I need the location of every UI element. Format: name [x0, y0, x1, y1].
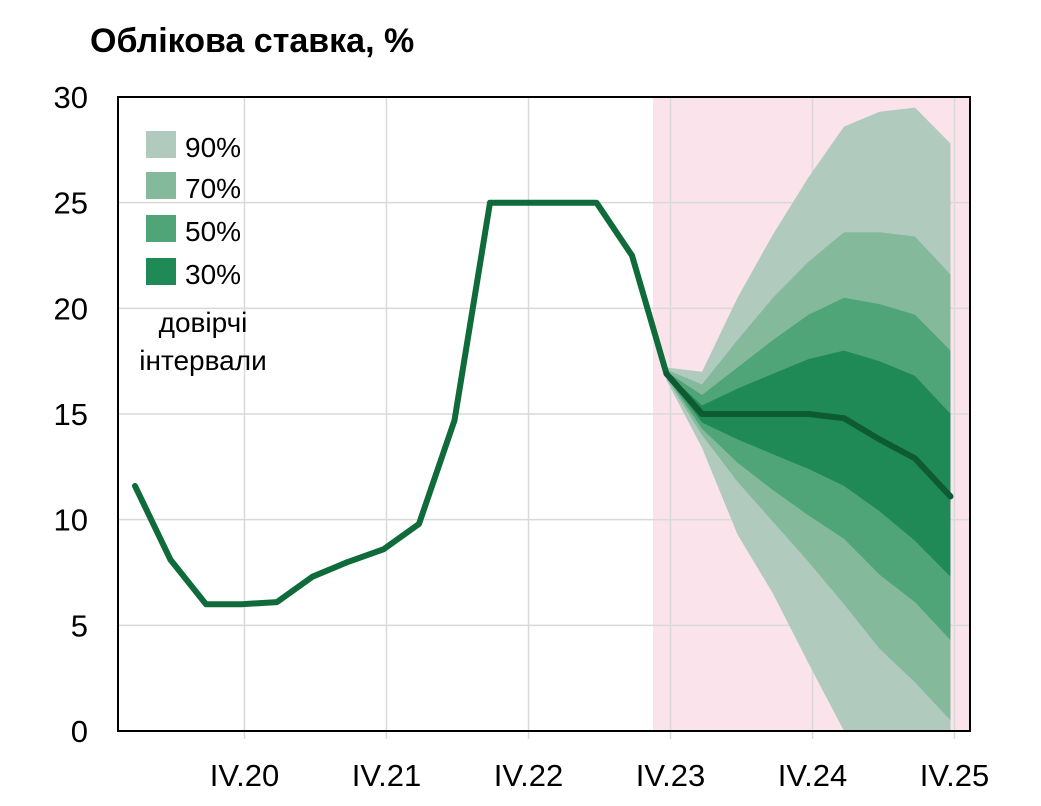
x-tick-label: IV.22: [494, 758, 564, 793]
legend-note: інтервали: [139, 345, 266, 376]
y-tick-label: 15: [54, 397, 88, 432]
legend-label: 50%: [185, 216, 241, 247]
y-tick-label: 30: [54, 80, 88, 115]
x-tick-label: IV.21: [352, 758, 422, 793]
legend-swatch-90: [146, 131, 176, 158]
confidence-band-30: [666, 350, 951, 577]
y-tick-label: 0: [71, 714, 88, 749]
legend-note: довірчі: [159, 307, 248, 338]
y-tick-label: 20: [54, 291, 88, 326]
plot-frame: [117, 96, 971, 732]
x-tick-label: IV.25: [920, 758, 990, 793]
y-tick-label: 5: [71, 608, 88, 643]
forecast-median-line: [663, 370, 954, 500]
legend-swatch-70: [146, 172, 176, 199]
legend-label: 70%: [185, 173, 241, 204]
legend-swatch-50: [146, 215, 176, 242]
chart-title: Облікова ставка, %: [90, 22, 415, 60]
legend-label: 90%: [185, 132, 241, 163]
historical-rate-line: [132, 199, 670, 608]
x-tick-label: IV.20: [210, 758, 280, 793]
legend-swatch-30: [146, 258, 176, 285]
y-tick-label: 25: [54, 186, 88, 221]
x-tick-label: IV.24: [778, 758, 848, 793]
y-tick-label: 10: [54, 503, 88, 538]
legend-label: 30%: [185, 259, 241, 290]
x-tick-label: IV.23: [636, 758, 706, 793]
